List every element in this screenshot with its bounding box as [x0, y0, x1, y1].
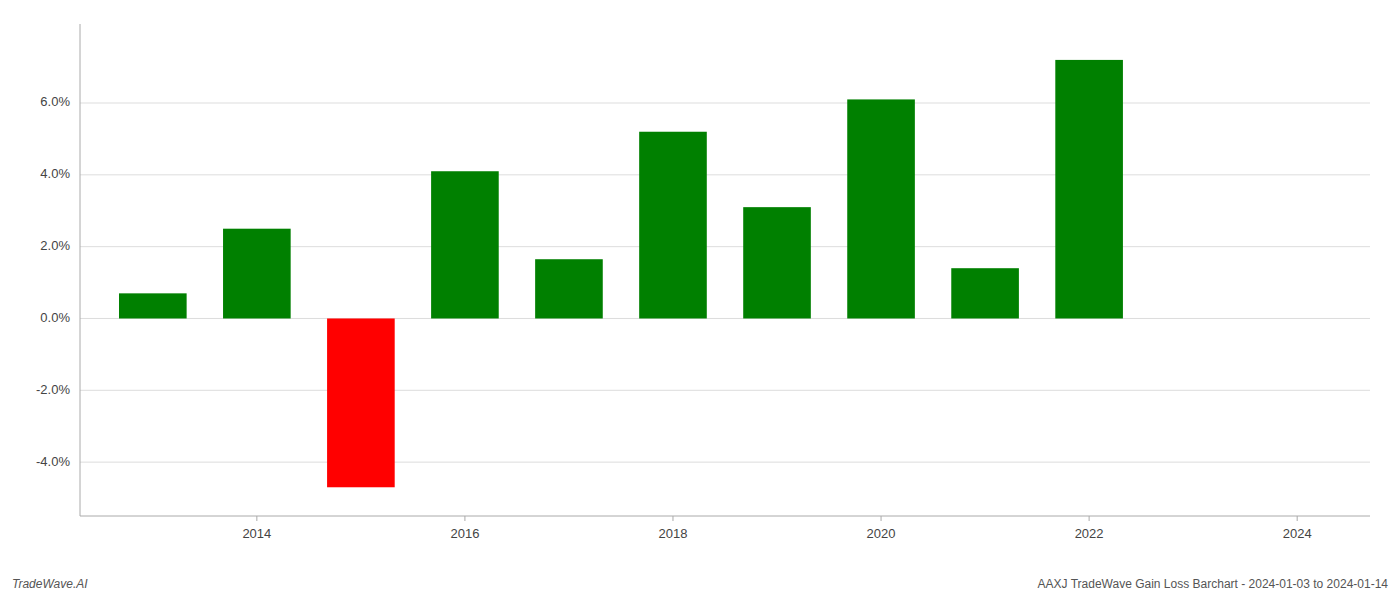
bar: [119, 293, 187, 318]
x-tick: [256, 516, 257, 521]
grid-line: [80, 462, 1370, 463]
x-tick-label: 2020: [867, 526, 896, 541]
grid-line: [80, 174, 1370, 175]
grid-line: [80, 390, 1370, 391]
bar: [327, 318, 395, 487]
bar: [847, 99, 915, 318]
x-tick-label: 2024: [1283, 526, 1312, 541]
x-tick: [464, 516, 465, 521]
y-tick-label: 6.0%: [40, 94, 70, 109]
bar: [223, 229, 291, 319]
bar: [535, 259, 603, 318]
x-tick: [1089, 516, 1090, 521]
bar: [639, 132, 707, 319]
x-tick-label: 2018: [659, 526, 688, 541]
y-tick-label: 0.0%: [40, 310, 70, 325]
y-tick-label: 2.0%: [40, 238, 70, 253]
grid-line: [80, 103, 1370, 104]
x-axis-line: [80, 516, 1370, 517]
chart: -4.0% -2.0% 0.0% 2.0% 4.0% 6.0% 2014 2016 2018 20…: [0, 0, 1400, 600]
bar: [431, 171, 499, 318]
bar: [951, 268, 1019, 318]
x-tick-label: 2016: [450, 526, 479, 541]
footer-right: AAXJ TradeWave Gain Loss Barchart - 2024…: [1038, 577, 1389, 591]
grid: [80, 103, 1370, 462]
x-tick: [672, 516, 673, 521]
x-tick: [881, 516, 882, 521]
bar: [1055, 60, 1123, 319]
y-axis-line: [80, 24, 81, 516]
footer-left: TradeWave.AI: [12, 577, 88, 591]
bar: [743, 207, 811, 318]
bar: [1159, 318, 1227, 319]
x-tick-label: 2014: [242, 526, 271, 541]
x-tick-label: 2022: [1075, 526, 1104, 541]
y-tick-label: 4.0%: [40, 166, 70, 181]
y-tick-label: -2.0%: [36, 382, 70, 397]
bars: [119, 60, 1123, 487]
y-tick-label: -4.0%: [36, 454, 70, 469]
x-tick: [1297, 516, 1298, 521]
